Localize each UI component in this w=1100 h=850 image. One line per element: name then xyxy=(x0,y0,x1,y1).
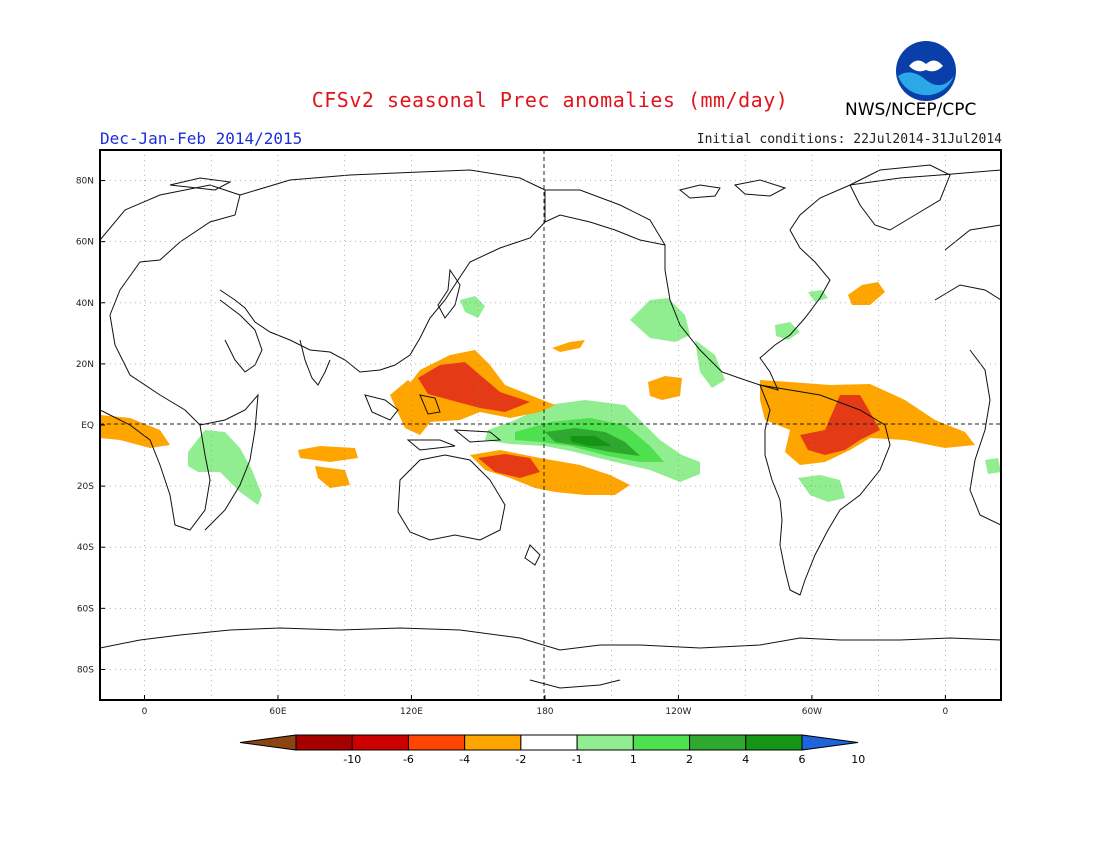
lat-label: 40N xyxy=(76,299,94,309)
latitude-labels: 80N 60N 40N 20N EQ 20S 40S 60S 80S xyxy=(76,177,105,675)
colorbar-label: 10 xyxy=(851,753,865,766)
anomaly-ne-pacific-wet xyxy=(630,298,690,342)
coastlines xyxy=(100,164,1001,689)
lat-label: 20N xyxy=(76,360,94,370)
colorbar-max-triangle xyxy=(801,734,859,751)
lat-label: 40S xyxy=(77,543,94,553)
lat-label: 80N xyxy=(76,177,94,187)
colorbar-label: -2 xyxy=(515,753,526,766)
lat-label: 20S xyxy=(77,482,94,492)
noaa-logo xyxy=(896,41,956,101)
colorbar-label: -6 xyxy=(403,753,414,766)
lat-label: 80S xyxy=(77,665,94,675)
colorbar-box xyxy=(295,734,353,751)
initial-conditions-label: Initial conditions: 22Jul2014-31Jul2014 xyxy=(696,132,1002,147)
agency-label: NWS/NCEP/CPC xyxy=(845,100,977,120)
colorbar: -10 -6 -4 -2 -1 1 2 4 6 10 xyxy=(239,734,865,766)
lon-label: 60E xyxy=(269,707,286,717)
lon-label: 120E xyxy=(400,707,423,717)
anomaly-shading xyxy=(100,282,1001,505)
lon-label: 60W xyxy=(802,707,822,717)
colorbar-box xyxy=(351,734,409,751)
map-content xyxy=(100,150,1001,700)
colorbar-box xyxy=(464,734,522,751)
longitude-labels: 0 60E 120E 180 120W 60W 0 xyxy=(142,695,949,717)
lon-label: 0 xyxy=(142,707,148,717)
colorbar-label: 2 xyxy=(686,753,693,766)
colorbar-label: 1 xyxy=(630,753,637,766)
gridlines xyxy=(100,150,1001,700)
colorbar-box xyxy=(407,734,466,751)
colorbar-box xyxy=(576,734,634,751)
map-title: CFSv2 seasonal Prec anomalies (mm/day) xyxy=(311,88,789,112)
season-label: Dec-Jan-Feb 2014/2015 xyxy=(100,129,303,148)
lat-label: 60S xyxy=(77,604,94,614)
colorbar-box xyxy=(745,734,803,751)
colorbar-label: 6 xyxy=(799,753,806,766)
colorbar-box xyxy=(689,734,747,751)
lon-label: 0 xyxy=(943,707,949,717)
colorbar-box xyxy=(632,734,691,751)
colorbar-min-triangle xyxy=(239,734,297,751)
colorbar-label: -4 xyxy=(459,753,470,766)
lat-label: EQ xyxy=(81,421,94,431)
colorbar-label: -1 xyxy=(572,753,583,766)
colorbar-label: 4 xyxy=(742,753,749,766)
lat-label: 60N xyxy=(76,238,94,248)
anomaly-se-africa-wet xyxy=(188,430,262,505)
colorbar-label: -10 xyxy=(343,753,361,766)
lon-label: 120W xyxy=(665,707,691,717)
lon-label: 180 xyxy=(536,707,553,717)
colorbar-box xyxy=(520,734,578,751)
